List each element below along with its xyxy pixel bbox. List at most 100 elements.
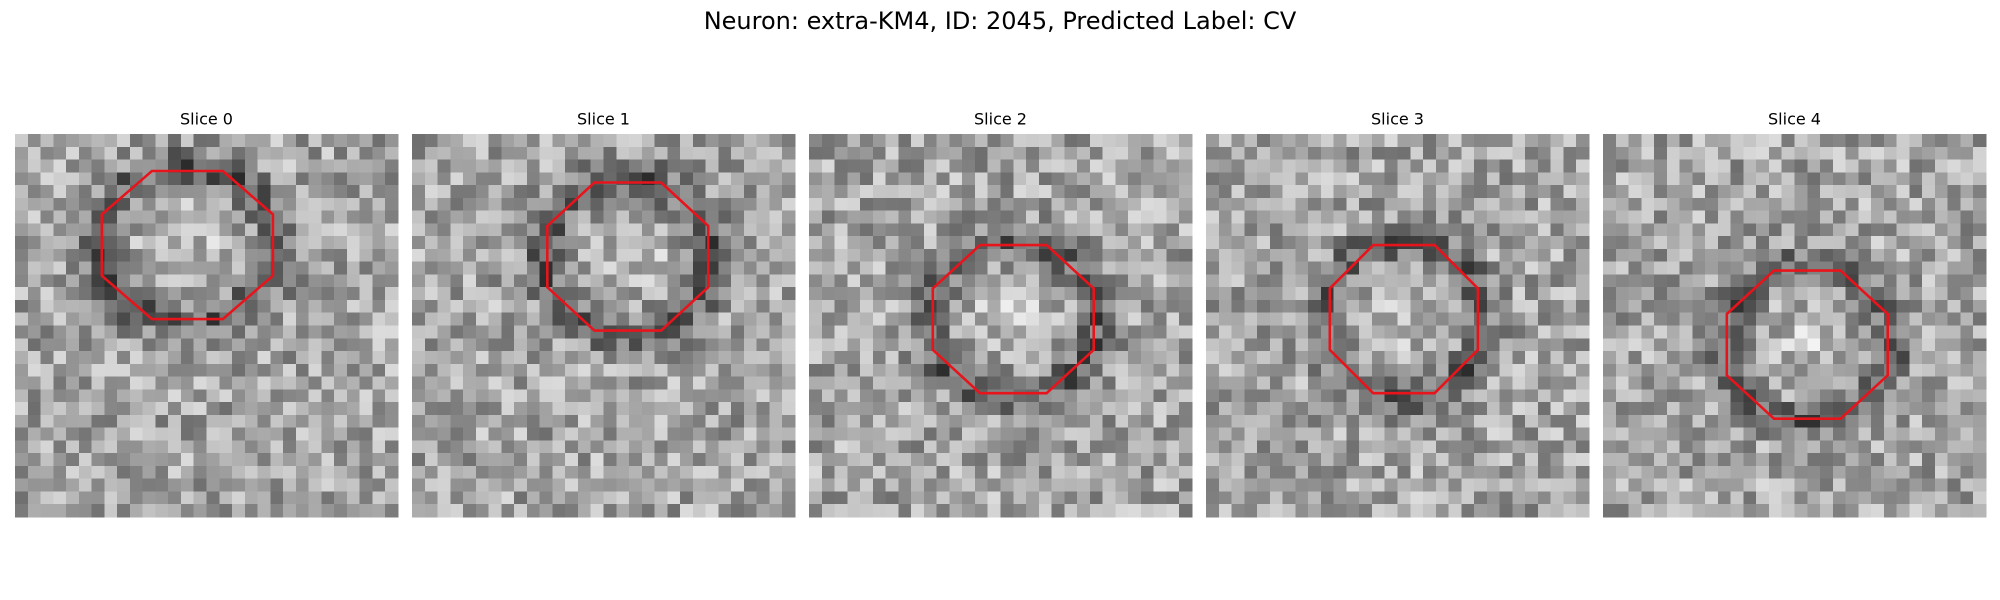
pixel xyxy=(1115,376,1129,390)
pixel xyxy=(1026,185,1040,199)
pixel xyxy=(359,465,373,480)
pixel xyxy=(911,312,925,326)
pixel xyxy=(295,274,310,288)
pixel xyxy=(680,236,694,250)
pixel xyxy=(1218,223,1233,237)
pixel xyxy=(1883,274,1898,288)
pixel xyxy=(782,299,796,314)
pixel xyxy=(1000,363,1014,378)
pixel xyxy=(270,312,284,326)
pixel xyxy=(1909,389,1923,403)
pixel xyxy=(1461,248,1475,263)
pixel xyxy=(1832,146,1847,161)
pixel xyxy=(1537,274,1552,288)
pixel xyxy=(40,389,54,403)
pixel xyxy=(168,338,182,352)
pixel xyxy=(155,274,169,288)
pixel xyxy=(1576,274,1590,288)
pixel xyxy=(1705,453,1719,467)
pixel xyxy=(1960,236,1974,250)
pixel xyxy=(257,134,271,148)
pixel xyxy=(860,159,874,173)
pixel xyxy=(1973,146,1987,161)
pixel xyxy=(385,146,399,161)
pixel xyxy=(1603,146,1617,161)
pixel xyxy=(667,465,681,480)
pixel xyxy=(1038,210,1053,224)
pixel xyxy=(1705,172,1719,186)
pixel xyxy=(1934,376,1949,390)
pixel xyxy=(1576,134,1590,148)
pixel xyxy=(1563,134,1577,148)
pixel xyxy=(244,146,259,161)
pixel xyxy=(412,351,426,365)
pixel xyxy=(1064,414,1078,429)
pixel xyxy=(1705,274,1719,288)
pixel xyxy=(987,453,1001,467)
pixel xyxy=(1499,402,1513,416)
pixel xyxy=(1013,351,1027,365)
pixel xyxy=(821,414,836,429)
pixel xyxy=(1603,210,1617,224)
pixel xyxy=(372,261,386,275)
pixel xyxy=(193,197,207,212)
pixel xyxy=(1282,389,1296,403)
pixel xyxy=(270,159,284,173)
pixel xyxy=(1550,402,1564,416)
pixel xyxy=(1333,465,1347,480)
pixel xyxy=(1896,248,1910,263)
pixel xyxy=(1295,146,1309,161)
pixel xyxy=(680,287,694,301)
pixel xyxy=(1603,491,1617,505)
pixel xyxy=(295,299,310,314)
pixel xyxy=(450,453,464,467)
pixel xyxy=(1756,465,1770,480)
pixel xyxy=(385,299,399,314)
pixel xyxy=(1474,389,1488,403)
pixel xyxy=(1537,134,1552,148)
pixel xyxy=(91,274,105,288)
pixel xyxy=(1717,389,1732,403)
pixel xyxy=(680,453,694,467)
pixel xyxy=(1410,312,1424,326)
pixel xyxy=(180,146,195,161)
pixel xyxy=(1550,312,1564,326)
pixel xyxy=(1743,351,1757,365)
pixel xyxy=(539,491,553,505)
pixel xyxy=(1423,159,1437,173)
pixel xyxy=(1218,312,1233,326)
pixel xyxy=(1486,248,1501,263)
pixel xyxy=(654,299,668,314)
pixel xyxy=(66,299,80,314)
pixel xyxy=(142,363,156,378)
pixel xyxy=(501,338,515,352)
pixel xyxy=(1179,172,1193,186)
pixel xyxy=(1525,363,1539,378)
pixel xyxy=(1051,389,1065,403)
pixel xyxy=(53,504,67,518)
pixel xyxy=(1320,210,1335,224)
pixel xyxy=(1896,427,1910,441)
pixel xyxy=(1000,134,1014,148)
pixel xyxy=(475,236,490,250)
pixel xyxy=(1038,146,1053,161)
pixel xyxy=(244,389,259,403)
pixel xyxy=(321,172,335,186)
pixel xyxy=(1934,172,1949,186)
pixel xyxy=(463,325,477,339)
pixel xyxy=(1000,351,1014,365)
pixel xyxy=(1448,478,1462,492)
pixel xyxy=(1525,453,1539,467)
pixel xyxy=(1410,351,1424,365)
pixel xyxy=(91,478,105,492)
pixel xyxy=(1499,261,1513,275)
pixel xyxy=(872,338,887,352)
pixel xyxy=(321,504,335,518)
pixel xyxy=(936,261,950,275)
pixel xyxy=(654,491,668,505)
pixel xyxy=(1257,427,1271,441)
pixel xyxy=(936,376,950,390)
pixel xyxy=(577,261,592,275)
pixel xyxy=(603,210,617,224)
pixel xyxy=(1922,363,1936,378)
